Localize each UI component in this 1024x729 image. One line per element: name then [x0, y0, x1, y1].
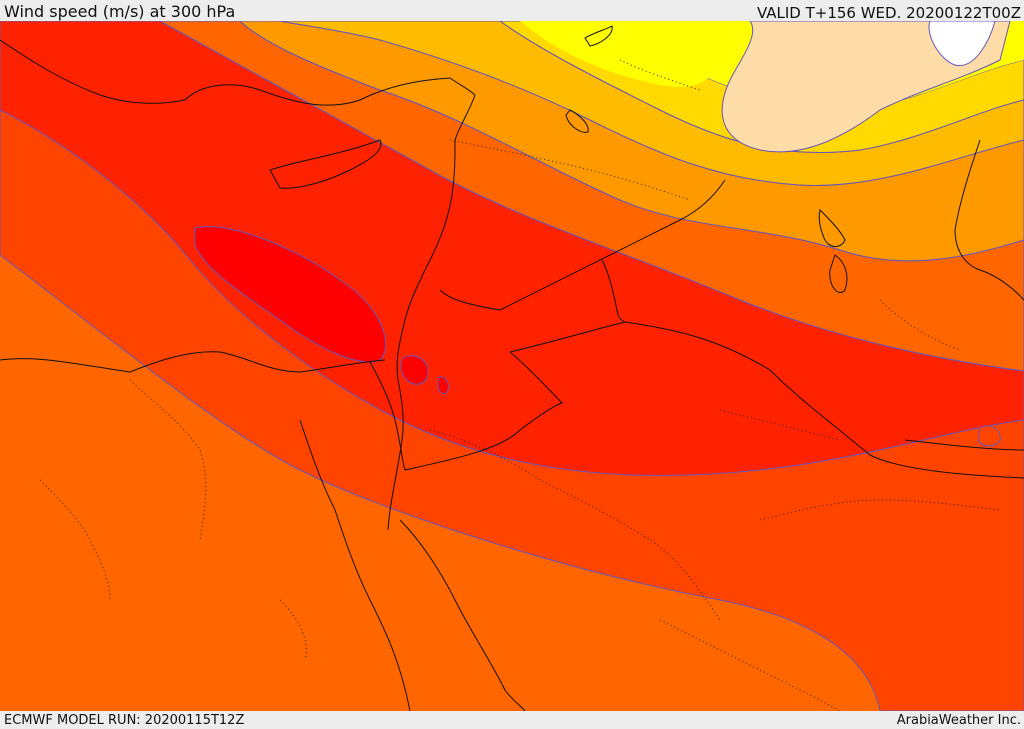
credit-label: ArabiaWeather Inc.: [896, 713, 1021, 728]
band-white-core: [928, 21, 996, 66]
footer-bar: ECMWF MODEL RUN: 20200115T12Z ArabiaWeat…: [0, 711, 1024, 729]
wind-speed-map: [0, 21, 1024, 711]
map-canvas: [0, 21, 1024, 711]
band-deep-red-spot-2: [437, 376, 449, 395]
band-red-small-east: [977, 425, 1001, 447]
header-bar: Wind speed (m/s) at 300 hPa VALID T+156 …: [0, 0, 1024, 22]
valid-time-label: VALID T+156 WED. 20200122T00Z: [756, 4, 1021, 22]
band-peach: [721, 21, 1011, 153]
model-run-label: ECMWF MODEL RUN: 20200115T12Z: [4, 713, 245, 728]
band-deep-red-spot: [400, 355, 429, 385]
coastlines: [0, 25, 1024, 711]
map-title: Wind speed (m/s) at 300 hPa: [4, 2, 236, 21]
band-yellow-inner: [520, 21, 760, 88]
admin-boundaries: [39, 59, 1001, 711]
